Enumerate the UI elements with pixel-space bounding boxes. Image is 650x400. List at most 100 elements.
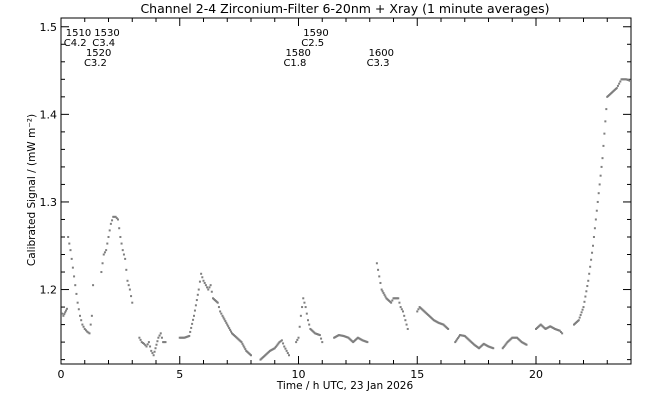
data-point xyxy=(71,266,74,269)
data-point xyxy=(222,316,225,319)
data-point xyxy=(582,306,585,309)
data-point xyxy=(630,80,632,83)
data-point xyxy=(595,209,598,212)
data-point xyxy=(193,309,196,312)
data-point xyxy=(587,279,590,282)
data-point xyxy=(381,290,384,293)
data-point xyxy=(605,108,608,111)
data-point xyxy=(601,157,604,160)
data-point xyxy=(505,342,508,345)
data-point xyxy=(74,284,77,287)
data-point xyxy=(604,120,607,123)
data-point xyxy=(618,82,621,85)
data-point xyxy=(242,344,245,347)
data-point xyxy=(139,338,142,341)
data-point xyxy=(599,174,602,177)
data-point xyxy=(280,339,283,342)
data-point xyxy=(150,349,153,352)
data-point xyxy=(138,336,141,339)
data-point xyxy=(127,284,130,287)
data-point xyxy=(297,336,300,339)
data-point xyxy=(102,253,105,256)
data-point xyxy=(318,334,321,337)
data-point xyxy=(194,304,197,307)
data-point xyxy=(152,354,155,357)
data-point xyxy=(279,340,282,343)
flare-time-label: 1580 xyxy=(285,48,310,59)
data-point xyxy=(602,144,605,147)
data-point xyxy=(158,334,161,337)
data-point xyxy=(308,323,311,326)
data-point xyxy=(383,293,386,296)
data-point xyxy=(457,336,460,339)
data-point xyxy=(240,341,243,344)
data-point xyxy=(390,301,393,304)
x-axis-title: Time / h UTC, 23 Jan 2026 xyxy=(276,380,414,392)
data-point xyxy=(592,244,594,247)
data-point xyxy=(227,325,230,328)
data-point xyxy=(243,346,246,349)
data-point xyxy=(60,310,62,313)
data-point xyxy=(83,327,86,330)
flare-class-label: C2.5 xyxy=(301,38,324,49)
data-point xyxy=(615,87,618,90)
data-point xyxy=(117,218,119,221)
data-point xyxy=(277,342,280,345)
data-point xyxy=(591,251,594,254)
data-point xyxy=(503,344,506,347)
flare-time-label: 1520 xyxy=(86,48,111,59)
data-point xyxy=(159,332,162,335)
plot-area: 0 5 10 15 20 1.21.31.41.5 1510C4.21530C3.415… xyxy=(40,17,632,381)
data-point xyxy=(193,314,195,317)
data-point xyxy=(380,288,383,291)
data-point xyxy=(119,235,122,238)
data-point xyxy=(583,300,586,303)
data-point xyxy=(79,314,81,317)
data-point xyxy=(220,312,223,315)
data-point xyxy=(100,271,103,274)
data-point xyxy=(144,344,147,347)
data-point xyxy=(304,306,307,309)
data-point xyxy=(151,352,154,355)
data-point xyxy=(146,343,149,346)
data-point xyxy=(228,327,231,330)
data-point xyxy=(201,276,204,279)
flare-class-label: C3.4 xyxy=(92,38,115,49)
data-point xyxy=(189,330,192,333)
data-point xyxy=(108,229,111,232)
data-point xyxy=(84,329,87,332)
data-point xyxy=(366,341,369,344)
data-point xyxy=(590,258,593,261)
data-point xyxy=(82,325,85,328)
data-point xyxy=(406,327,409,330)
data-point xyxy=(282,342,285,345)
data-point xyxy=(379,281,382,284)
data-point xyxy=(273,347,276,350)
data-point xyxy=(592,235,595,238)
data-point xyxy=(125,268,128,271)
data-point xyxy=(398,301,401,304)
data-point xyxy=(195,299,198,302)
data-point xyxy=(128,288,131,291)
data-point xyxy=(81,323,84,326)
data-point xyxy=(405,323,408,326)
data-point xyxy=(219,310,222,313)
data-point xyxy=(598,183,601,186)
data-point xyxy=(145,345,148,348)
data-point xyxy=(224,320,227,323)
data-point xyxy=(217,306,220,309)
data-point xyxy=(188,334,191,337)
data-point xyxy=(206,286,209,289)
data-point xyxy=(580,311,583,314)
data-point xyxy=(70,257,73,260)
data-point xyxy=(404,319,407,322)
data-point xyxy=(77,308,80,311)
data-point xyxy=(492,347,495,350)
data-point xyxy=(209,284,212,287)
data-point xyxy=(577,319,580,322)
data-point xyxy=(378,275,381,278)
y-tick-label: 1.5 xyxy=(40,21,58,34)
data-point xyxy=(88,332,91,335)
data-point xyxy=(89,323,92,326)
